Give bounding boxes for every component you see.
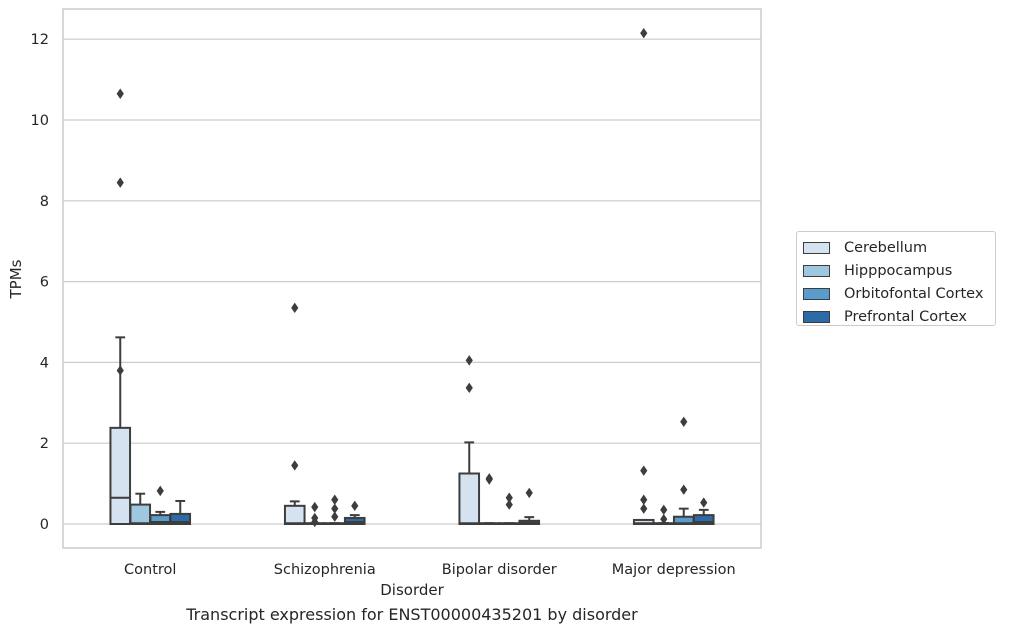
box-cerebellum-control-outlier-1 [116,177,124,188]
box-orbitofontal-cortex-major-depression-outlier-1 [680,416,688,427]
y-tick-label-6: 6 [40,275,49,291]
legend-label-hippocampus: Hipppocampus [844,262,953,279]
legend-label-orbitofrontal-cortex: Orbitofontal Cortex [844,285,984,302]
x-tick-label-bipolar-disorder: Bipolar disorder [442,562,557,578]
box-hipppocampus-control-iqr [129,503,152,526]
plot-area-frame [62,8,762,549]
box-orbitofontal-cortex-control [149,485,172,525]
legend-swatch-orbitofrontal-cortex [803,287,830,300]
box-cerebellum-schizophrenia-outlier-0 [291,460,299,471]
box-prefrontal-cortex-major-depression-outlier-0 [700,497,708,508]
y-tick-label-10: 10 [31,113,49,129]
box-cerebellum-bipolar-disorder-iqr [458,472,481,525]
series-cerebellum [109,27,655,526]
legend-swatch-hippocampus [803,264,830,277]
box-hipppocampus-major-depression-outlier-1 [660,504,668,516]
box-cerebellum-major-depression-outlier-1 [640,494,648,505]
box-hipppocampus-bipolar-disorder-outlier-1 [485,473,493,484]
legend-item-orbitofrontal-cortex: Orbitofontal Cortex [803,282,995,305]
box-cerebellum-control [109,88,132,525]
series-hipppocampus [129,473,675,528]
y-tick-label-0: 0 [40,517,49,533]
box-cerebellum-bipolar-disorder-outlier-1 [465,355,473,366]
box-prefrontal-cortex-control [169,499,192,526]
box-orbitofontal-cortex-schizophrenia-outlier-2 [331,494,339,505]
box-orbitofontal-cortex-bipolar-disorder-outlier-0 [505,499,513,510]
box-orbitofontal-cortex-control-outlier-0 [156,485,164,497]
box-prefrontal-cortex-schizophrenia-iqr [343,516,366,526]
box-prefrontal-cortex-control-iqr [169,512,192,526]
box-orbitofontal-cortex-bipolar-disorder-outlier-1 [505,492,513,503]
x-axis-label: Disorder [380,581,444,599]
y-axis-label: TPMs [7,259,25,299]
y-tick-label-4: 4 [40,355,49,371]
box-prefrontal-cortex-schizophrenia-outlier-0 [351,500,359,512]
x-tick-label-major-depression: Major depression [612,562,736,578]
box-cerebellum-major-depression [632,27,655,526]
box-hipppocampus-major-depression [652,504,675,526]
box-cerebellum-control-iqr [109,426,132,525]
box-hipppocampus-schizophrenia-outlier-2 [311,501,319,513]
box-prefrontal-cortex-major-depression-iqr [692,514,715,525]
x-axis-ticks: Control Schizophrenia Bipolar disorder Majo… [124,562,736,578]
y-tick-label-8: 8 [40,194,49,210]
box-prefrontal-cortex-major-depression [692,497,715,525]
box-orbitofontal-cortex-bipolar-disorder [498,492,521,526]
box-orbitofontal-cortex-schizophrenia-outlier-0 [331,511,339,522]
y-tick-label-2: 2 [40,436,49,452]
box-hipppocampus-control [129,492,152,526]
box-hipppocampus-schizophrenia [303,501,326,528]
box-hipppocampus-bipolar-disorder [478,473,501,526]
box-hipppocampus-schizophrenia-outlier-1 [311,512,319,524]
grid-lines [63,38,761,525]
legend-label-cerebellum: Cerebellum [844,239,928,256]
series-orbitofontal-cortex [149,416,695,526]
box-cerebellum-control-outlier-0 [116,365,124,376]
box-cerebellum-schizophrenia-iqr [283,504,306,526]
figure-caption: Transcript expression for ENST0000043520… [186,605,638,624]
x-tick-label-schizophrenia: Schizophrenia [274,562,376,578]
box-cerebellum-major-depression-outlier-2 [640,465,648,476]
box-cerebellum-schizophrenia-outlier-1 [291,302,299,314]
y-tick-label-12: 12 [31,32,49,48]
box-series [109,27,715,528]
box-orbitofontal-cortex-major-depression [672,416,695,526]
box-cerebellum-schizophrenia [283,302,306,526]
legend-item-hippocampus: Hipppocampus [803,259,995,282]
box-orbitofontal-cortex-schizophrenia [323,494,346,526]
box-hipppocampus-major-depression-outlier-0 [660,513,668,525]
legend-swatch-cerebellum [803,241,830,254]
box-prefrontal-cortex-bipolar-disorder [518,487,541,526]
box-cerebellum-bipolar-disorder [458,355,481,525]
legend-item-cerebellum: Cerebellum [803,236,995,259]
box-cerebellum-major-depression-outlier-3 [640,27,648,39]
box-orbitofontal-cortex-schizophrenia-outlier-1 [331,503,339,514]
box-cerebellum-major-depression-outlier-0 [640,503,648,514]
box-prefrontal-cortex-bipolar-disorder-outlier-0 [525,487,533,499]
legend-swatch-prefrontal-cortex [803,310,830,323]
box-cerebellum-control-outlier-2 [116,88,124,99]
box-prefrontal-cortex-schizophrenia [343,500,366,526]
legend-item-prefrontal-cortex: Prefrontal Cortex [803,305,995,328]
series-prefrontal-cortex [169,487,715,526]
legend: Cerebellum Hipppocampus Orbitofontal Cor… [796,231,996,326]
legend-label-prefrontal-cortex: Prefrontal Cortex [844,308,967,325]
x-tick-label-control: Control [124,562,176,578]
box-orbitofontal-cortex-major-depression-outlier-0 [680,484,688,495]
box-cerebellum-bipolar-disorder-outlier-0 [465,382,473,394]
y-axis-ticks: 0 2 4 6 8 10 12 [31,32,49,533]
